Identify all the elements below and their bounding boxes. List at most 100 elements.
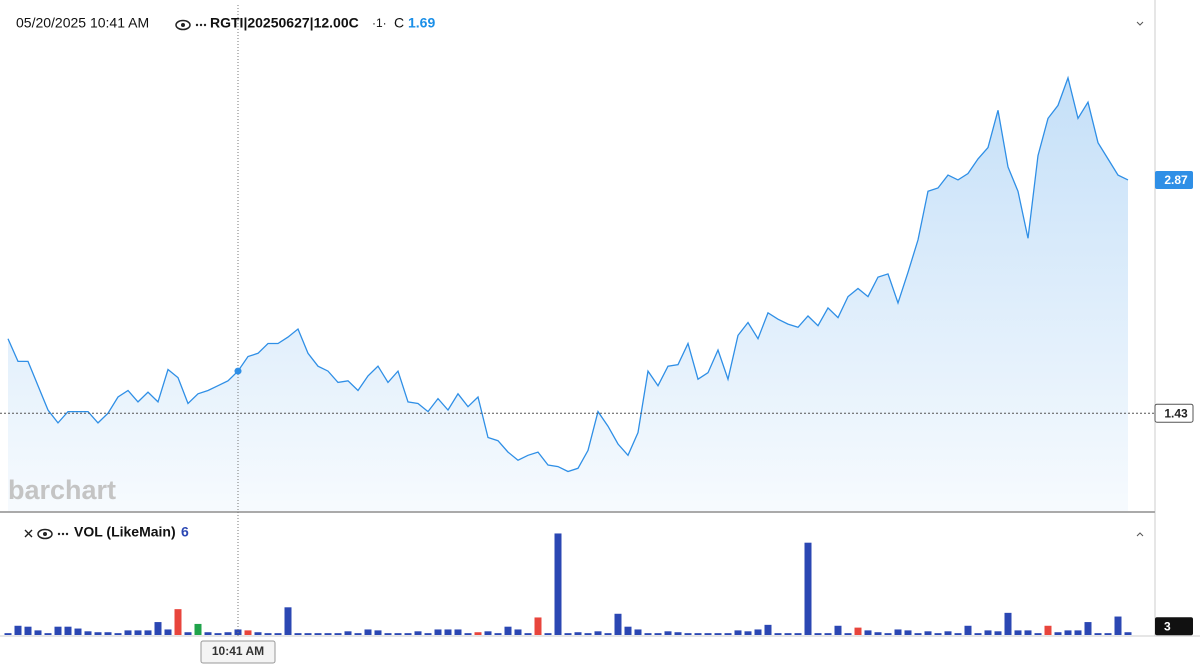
volume-bar xyxy=(1124,632,1132,635)
volume-bar xyxy=(304,633,312,635)
watermark: barchart xyxy=(8,475,116,505)
eye-icon[interactable] xyxy=(175,19,191,31)
volume-bar xyxy=(154,622,162,635)
volume-value: 6 xyxy=(181,524,189,540)
volume-bar xyxy=(984,630,992,635)
volume-bar xyxy=(594,631,602,635)
close-icon[interactable] xyxy=(24,529,33,538)
volume-title: VOL (LikeMain) xyxy=(74,524,176,540)
volume-bar xyxy=(344,631,352,635)
volume-bar xyxy=(794,633,802,635)
last-volume-badge xyxy=(1155,617,1193,636)
volume-bar xyxy=(554,533,562,635)
volume-bar xyxy=(334,633,342,635)
volume-bar xyxy=(864,630,872,635)
volume-bar xyxy=(1044,625,1052,635)
volume-bar xyxy=(514,629,522,635)
volume-bar xyxy=(1114,616,1122,635)
volume-bar xyxy=(854,627,862,635)
volume-bar xyxy=(934,633,942,635)
volume-bar xyxy=(744,631,752,635)
crosshair-point xyxy=(234,367,242,375)
volume-bar xyxy=(394,633,402,635)
crosshair-badge xyxy=(200,640,276,664)
volume-bar xyxy=(434,629,442,635)
volume-bar xyxy=(274,633,282,635)
volume-bar xyxy=(144,630,152,635)
volume-bar xyxy=(814,633,822,635)
collapse-icon[interactable] xyxy=(1136,21,1144,26)
volume-bar xyxy=(104,632,112,635)
volume-bar xyxy=(464,633,472,635)
volume-bar xyxy=(124,630,132,635)
volume-bar xyxy=(1064,630,1072,635)
volume-bar xyxy=(424,633,432,635)
volume-bar xyxy=(74,628,82,635)
volume-bar xyxy=(1024,630,1032,635)
header-datetime: 05/20/2025 10:41 AM xyxy=(16,15,149,31)
volume-bar xyxy=(654,633,662,635)
volume-bar xyxy=(64,626,72,635)
volume-bar xyxy=(764,624,772,635)
volume-bar xyxy=(884,633,892,635)
header-value: 1.69 xyxy=(408,15,435,31)
volume-bar xyxy=(484,631,492,635)
price-line xyxy=(7,75,1129,473)
volume-bar xyxy=(244,630,252,635)
volume-bar xyxy=(574,632,582,635)
volume-bar xyxy=(994,631,1002,635)
volume-bar xyxy=(834,625,842,635)
header-symbol: RGTI|20250627|12.00C xyxy=(210,15,359,31)
header-interval: ·1· xyxy=(372,16,387,30)
volume-bar xyxy=(644,633,652,635)
volume-bar xyxy=(454,629,462,635)
volume-bar xyxy=(774,633,782,635)
volume-bar xyxy=(624,626,632,635)
marks-layer xyxy=(4,75,1132,635)
volume-bar xyxy=(674,632,682,635)
overlay-layer: 1.43 2.87 3 10:41 AM xyxy=(0,5,1194,664)
volume-bar xyxy=(314,633,322,635)
volume-bar xyxy=(874,632,882,635)
volume-bar xyxy=(724,633,732,635)
volume-bar xyxy=(114,633,122,635)
expand-icon[interactable] xyxy=(1136,532,1144,537)
volume-bar xyxy=(494,633,502,635)
volume-bar xyxy=(544,633,552,635)
volume-bar xyxy=(1054,632,1062,635)
volume-bar xyxy=(14,625,22,635)
volume-bar xyxy=(614,613,622,635)
volume-bar xyxy=(54,626,62,635)
volume-bar xyxy=(204,632,212,635)
volume-bar xyxy=(384,633,392,635)
volume-bar xyxy=(1074,630,1082,635)
volume-bar xyxy=(4,633,12,635)
volume-bar xyxy=(964,625,972,635)
volume-bar xyxy=(264,633,272,635)
area-fill xyxy=(8,77,1128,513)
volume-bar xyxy=(474,632,482,635)
volume-bar xyxy=(184,632,192,635)
volume-bar xyxy=(704,633,712,635)
reference-label: 1.43 xyxy=(1164,406,1188,420)
volume-bar xyxy=(664,631,672,635)
volume-bar xyxy=(924,631,932,635)
volume-bar xyxy=(564,633,572,635)
volume-bar xyxy=(224,632,232,635)
volume-bar xyxy=(364,629,372,635)
volume-bar xyxy=(944,631,952,635)
volume-bar xyxy=(174,609,182,635)
crosshair-label: 10:41 AM xyxy=(212,644,264,658)
volume-bar xyxy=(584,633,592,635)
volume-bar xyxy=(1084,622,1092,635)
volume-bar xyxy=(734,630,742,635)
menu-dots[interactable] xyxy=(195,23,207,27)
volume-bar xyxy=(194,623,202,635)
menu-dots[interactable] xyxy=(57,532,69,536)
header-field: C xyxy=(394,15,404,31)
eye-icon[interactable] xyxy=(37,528,53,540)
volume-bar xyxy=(294,633,302,635)
volume-bar xyxy=(504,626,512,635)
